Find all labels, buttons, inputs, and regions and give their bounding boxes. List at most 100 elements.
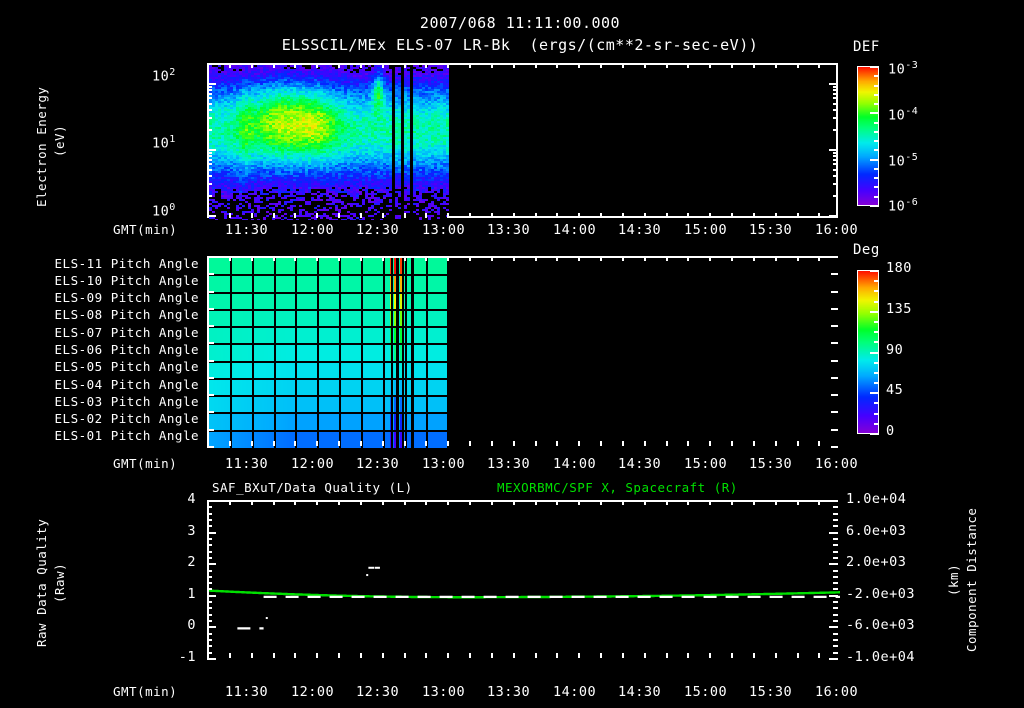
electron-energy-spectrogram	[209, 65, 840, 220]
pitch-angle-row-labels: ELS-11 Pitch Angle ELS-10 Pitch Angle ELS-…	[0, 256, 205, 446]
bottom-ytick-left: 4	[187, 491, 196, 507]
bottom-panel-ylabel-right-units: (km)	[946, 563, 961, 597]
pitch-angle-row-label: ELS-02 Pitch Angle	[54, 411, 199, 426]
colorbar-tick	[874, 341, 879, 343]
deg-colorbar-labels: 180 135 90 45 0	[886, 260, 956, 447]
middle-panel-xlabel: GMT(min)	[113, 456, 178, 471]
bottom-panel-ylabel-left: Raw Data Quality	[34, 518, 49, 648]
xtick-label: 13:30	[487, 456, 531, 472]
plot-timestamp-title: 2007/068 11:11:00.000	[419, 14, 621, 32]
def-tick-1e-4: 10-4	[888, 106, 919, 124]
def-colorbar-ticks	[857, 66, 879, 207]
deg-tick-45: 45	[886, 382, 904, 398]
xtick-label: 12:00	[291, 684, 335, 700]
bottom-panel-ylabel-left-units: (Raw)	[52, 562, 67, 604]
bottom-ytick-left: -1	[178, 649, 196, 665]
bottom-ytick-left: 3	[187, 523, 196, 539]
def-tick-1e-3: 10-3	[888, 60, 919, 78]
colorbar-tick	[874, 122, 879, 124]
bottom-ytick-left: 2	[187, 554, 196, 570]
bottom-panel-right-series-label: MEXORBMC/SPF X, Spacecraft (R)	[497, 480, 738, 495]
xtick-label: 13:30	[487, 222, 531, 238]
bottom-panel-axes	[207, 500, 840, 660]
pitch-angle-row-label: ELS-09 Pitch Angle	[54, 290, 199, 305]
middle-panel-xtick-labels: 11:30 12:00 12:30 13:00 13:30 14:00 14:30 15:00…	[0, 456, 1024, 476]
colorbar-tick	[874, 423, 879, 425]
bottom-panel-xtick-labels: 11:30 12:00 12:30 13:00 13:30 14:00 14:30 15:00…	[0, 684, 1024, 704]
colorbar-tick	[870, 270, 879, 272]
top-panel-xlabel: GMT(min)	[113, 222, 178, 237]
xtick-label: 14:30	[618, 684, 662, 700]
pitch-angle-row-label: ELS-04 Pitch Angle	[54, 377, 199, 392]
top-panel-ylabel: Electron Energy	[34, 86, 49, 208]
bottom-ytick-right: -1.0e+04	[846, 649, 916, 665]
bottom-ytick-right: -6.0e+03	[846, 617, 916, 633]
colorbar-tick	[874, 290, 879, 292]
colorbar-tick	[870, 433, 879, 435]
def-colorbar	[857, 66, 879, 206]
xtick-label: 12:00	[291, 456, 335, 472]
deg-tick-135: 135	[886, 301, 912, 317]
bottom-ytick-right: 2.0e+03	[846, 554, 907, 570]
deg-colorbar-title: Deg	[853, 242, 880, 258]
xtick-label: 15:00	[684, 684, 728, 700]
bottom-ytick-right: -2.0e+03	[846, 586, 916, 602]
xtick-label: 16:00	[815, 222, 859, 238]
bottom-panel-ytick-labels-right: 1.0e+04 6.0e+03 2.0e+03 -2.0e+03 -6.0e+03 -1.…	[846, 490, 956, 670]
top-panel-ylabel-units: (eV)	[52, 124, 67, 158]
xtick-label: 13:30	[487, 684, 531, 700]
colorbar-tick	[874, 103, 879, 105]
xtick-label: 12:30	[356, 222, 400, 238]
pitch-angle-row-label: ELS-08 Pitch Angle	[54, 307, 199, 322]
pitch-angle-panel	[209, 258, 840, 448]
colorbar-tick	[874, 372, 879, 374]
xtick-label: 11:30	[225, 222, 269, 238]
xtick-label: 11:30	[225, 456, 269, 472]
colorbar-tick	[874, 362, 879, 364]
colorbar-tick	[874, 402, 879, 404]
bottom-ytick-left: 1	[187, 586, 196, 602]
middle-panel-axes	[207, 256, 840, 448]
xtick-label: 16:00	[815, 684, 859, 700]
colorbar-tick	[870, 392, 879, 394]
xtick-label: 12:00	[291, 222, 335, 238]
pitch-angle-row-label: ELS-06 Pitch Angle	[54, 342, 199, 357]
plot-dataset-title: ELSSCIL/MEx ELS-07 LR-Bk (ergs/(cm**2-sr…	[281, 36, 759, 54]
xtick-label: 12:30	[356, 684, 400, 700]
pitch-angle-row-label: ELS-05 Pitch Angle	[54, 359, 199, 374]
colorbar-tick	[870, 159, 879, 161]
xtick-label: 15:00	[684, 456, 728, 472]
colorbar-tick	[874, 177, 879, 179]
xtick-label: 15:30	[749, 456, 793, 472]
colorbar-tick	[874, 186, 879, 188]
xtick-label: 14:00	[553, 684, 597, 700]
xtick-label: 13:00	[422, 456, 466, 472]
xtick-label: 15:30	[749, 222, 793, 238]
colorbar-tick	[874, 382, 879, 384]
xtick-label: 13:00	[422, 684, 466, 700]
xtick-label: 14:00	[553, 456, 597, 472]
colorbar-tick	[870, 352, 879, 354]
top-panel-axes	[207, 63, 840, 220]
colorbar-tick	[874, 196, 879, 198]
colorbar-tick	[874, 413, 879, 415]
bottom-panel-xlabel: GMT(min)	[113, 684, 178, 699]
def-colorbar-gradient	[858, 67, 878, 205]
def-colorbar-title: DEF	[853, 39, 880, 55]
deg-colorbar-ticks	[857, 270, 879, 435]
colorbar-tick	[874, 131, 879, 133]
colorbar-tick	[870, 205, 879, 207]
deg-tick-0: 0	[886, 423, 895, 439]
xtick-label: 14:30	[618, 222, 662, 238]
xtick-label: 14:30	[618, 456, 662, 472]
xtick-label: 12:30	[356, 456, 400, 472]
deg-tick-180: 180	[886, 260, 912, 276]
colorbar-tick	[874, 94, 879, 96]
pitch-angle-row-label: ELS-10 Pitch Angle	[54, 273, 199, 288]
top-ytick-10: 101	[152, 134, 176, 152]
pitch-angle-row-label: ELS-11 Pitch Angle	[54, 256, 199, 271]
colorbar-tick	[874, 280, 879, 282]
data-quality-distance-plot	[209, 502, 840, 660]
colorbar-tick	[874, 331, 879, 333]
